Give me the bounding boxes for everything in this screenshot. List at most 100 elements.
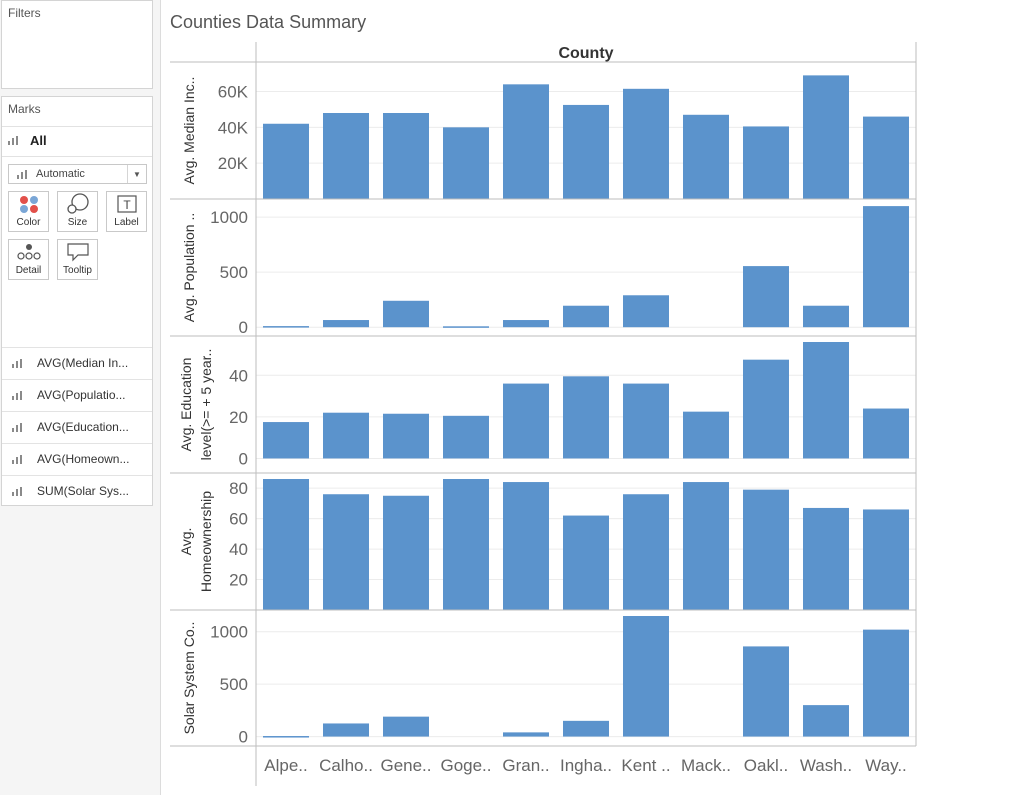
bar[interactable] — [383, 495, 429, 610]
left-sidebar: Filters Marks All Automatic ▼ Color — [0, 0, 161, 795]
bar[interactable] — [623, 383, 669, 459]
bar[interactable] — [683, 482, 729, 610]
bar[interactable] — [743, 646, 789, 737]
bar[interactable] — [323, 723, 369, 737]
chevron-down-icon[interactable]: ▼ — [127, 165, 146, 183]
x-category-label: Mack.. — [681, 756, 731, 775]
mark-type-dropdown[interactable]: Automatic ▼ — [8, 164, 147, 184]
bar[interactable] — [383, 716, 429, 737]
marks-field-label: AVG(Median In... — [37, 356, 129, 370]
bar[interactable] — [863, 116, 909, 199]
bar[interactable] — [803, 342, 849, 459]
bar[interactable] — [443, 127, 489, 199]
bar[interactable] — [263, 736, 309, 738]
tooltip-button[interactable]: Tooltip — [57, 239, 98, 280]
bar[interactable] — [863, 509, 909, 610]
bar[interactable] — [863, 206, 909, 328]
marks-field-pill[interactable]: AVG(Populatio... — [2, 379, 152, 410]
bar[interactable] — [803, 305, 849, 328]
bar[interactable] — [683, 411, 729, 459]
bar[interactable] — [443, 479, 489, 610]
size-icon — [58, 192, 97, 216]
bar[interactable] — [323, 412, 369, 459]
row-axis-label: Avg. Population .. — [181, 213, 197, 322]
bar-chart-icon — [12, 486, 24, 496]
row-axis-label: Avg. — [178, 528, 194, 556]
bar[interactable] — [383, 300, 429, 328]
bar[interactable] — [743, 489, 789, 610]
y-tick-label: 40K — [218, 118, 249, 137]
bar[interactable] — [803, 75, 849, 199]
bar[interactable] — [323, 494, 369, 610]
bar-chart-icon — [12, 358, 24, 368]
bar-chart-icon — [17, 169, 29, 179]
bar[interactable] — [503, 482, 549, 610]
y-tick-label: 1000 — [210, 208, 248, 227]
bar[interactable] — [563, 305, 609, 328]
bar[interactable] — [503, 732, 549, 737]
bar[interactable] — [503, 383, 549, 459]
row-axis-label: Solar System Co.. — [181, 622, 197, 735]
bar[interactable] — [623, 616, 669, 737]
marks-field-pill[interactable]: AVG(Median In... — [2, 347, 152, 378]
bar[interactable] — [863, 629, 909, 737]
bar[interactable] — [623, 295, 669, 328]
y-tick-label: 60K — [218, 83, 249, 102]
bar[interactable] — [263, 422, 309, 459]
bar[interactable] — [563, 376, 609, 459]
filters-shelf[interactable]: Filters — [1, 0, 153, 89]
bar[interactable] — [263, 479, 309, 610]
marks-field-pill[interactable]: SUM(Solar Sys... — [2, 475, 152, 506]
label-button-label: Label — [114, 217, 139, 228]
bar[interactable] — [803, 705, 849, 737]
row-axis-label: Avg. Median Inc.. — [181, 77, 197, 185]
detail-dots-icon — [9, 240, 48, 264]
y-tick-label: 60 — [229, 510, 248, 529]
bar[interactable] — [383, 113, 429, 199]
y-tick-label: 20K — [218, 154, 249, 173]
y-tick-label: 20 — [229, 408, 248, 427]
color-button[interactable]: Color — [8, 191, 49, 232]
marks-title: Marks — [8, 102, 41, 116]
y-tick-label: 0 — [239, 318, 248, 337]
x-category-label: Oakl.. — [744, 756, 788, 775]
bar[interactable] — [623, 494, 669, 610]
bar[interactable] — [743, 359, 789, 459]
bar[interactable] — [443, 415, 489, 459]
bar[interactable] — [623, 88, 669, 199]
bar-chart-icon — [12, 390, 24, 400]
x-category-label: Wash.. — [800, 756, 852, 775]
x-category-label: Goge.. — [440, 756, 491, 775]
text-label-icon: T — [107, 192, 146, 216]
bar[interactable] — [743, 266, 789, 328]
marks-all-row[interactable]: All — [8, 133, 47, 148]
label-button[interactable]: T Label — [106, 191, 147, 232]
bar[interactable] — [863, 408, 909, 459]
bar[interactable] — [323, 320, 369, 328]
bar[interactable] — [803, 507, 849, 610]
bar[interactable] — [683, 114, 729, 199]
row-axis-label: level(>= + 5 year.. — [198, 349, 214, 461]
bar[interactable] — [323, 113, 369, 199]
bar[interactable] — [263, 326, 309, 328]
marks-field-pill[interactable]: AVG(Homeown... — [2, 443, 152, 474]
row-axis-label: Avg. Education — [178, 358, 194, 452]
marks-field-pill[interactable]: AVG(Education... — [2, 411, 152, 442]
y-tick-label: 500 — [220, 675, 248, 694]
bar[interactable] — [263, 123, 309, 199]
tooltip-bubble-icon — [58, 240, 97, 264]
bar[interactable] — [563, 720, 609, 737]
tooltip-button-label: Tooltip — [63, 265, 92, 276]
bar[interactable] — [563, 104, 609, 199]
bar[interactable] — [443, 326, 489, 328]
size-button[interactable]: Size — [57, 191, 98, 232]
bar[interactable] — [743, 126, 789, 199]
bar[interactable] — [563, 515, 609, 610]
bar[interactable] — [503, 84, 549, 199]
y-tick-label: 40 — [229, 366, 248, 385]
detail-button[interactable]: Detail — [8, 239, 49, 280]
bar[interactable] — [503, 320, 549, 328]
x-category-label: Gran.. — [502, 756, 549, 775]
bar[interactable] — [383, 413, 429, 459]
